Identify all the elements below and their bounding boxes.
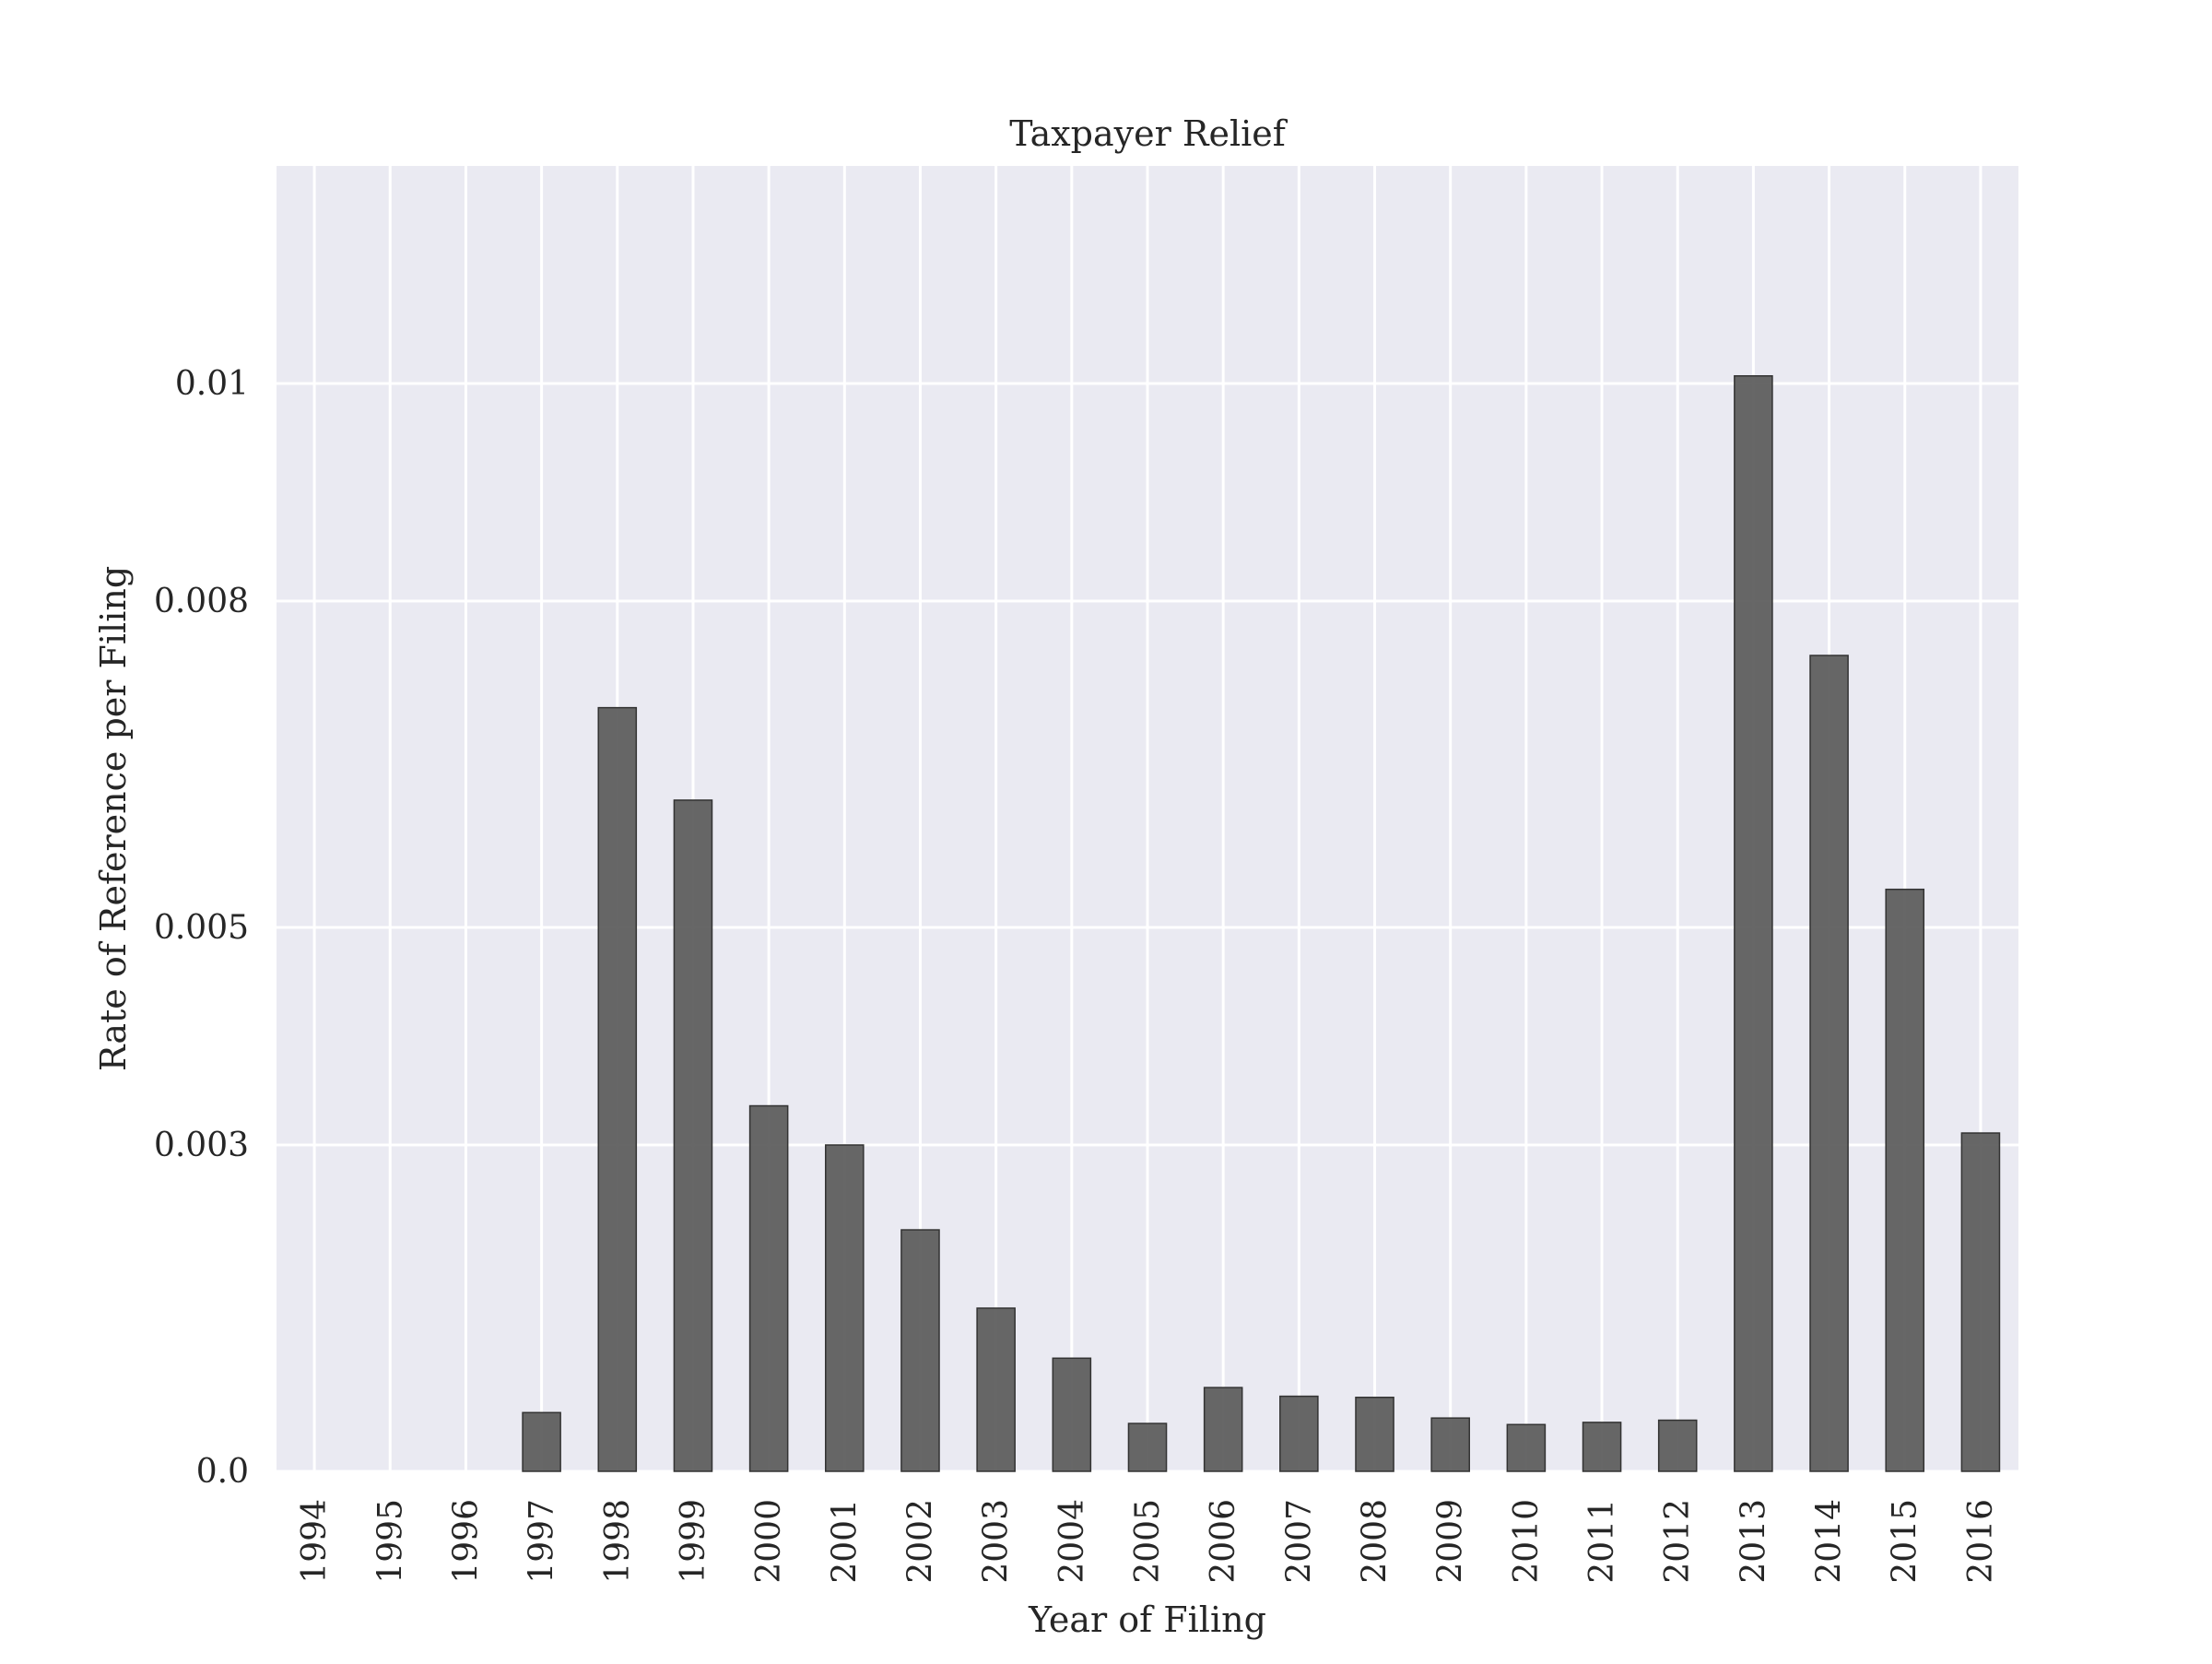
chart-title: Taxpayer Relief — [1009, 113, 1288, 154]
x-tick-label: 2007 — [1280, 1499, 1318, 1584]
y-tick-label: 0.008 — [154, 583, 249, 620]
y-tick-label: 0.005 — [154, 909, 249, 947]
x-tick-label: 2015 — [1887, 1499, 1924, 1584]
x-tick-label: 2000 — [750, 1499, 788, 1584]
bar-2003 — [976, 1307, 1016, 1472]
x-tick-label: 2012 — [1659, 1499, 1697, 1584]
x-tick-label: 2009 — [1432, 1499, 1470, 1584]
bar-2007 — [1279, 1395, 1319, 1472]
x-tick-label: 1997 — [524, 1499, 561, 1584]
x-tick-label: 2004 — [1053, 1499, 1091, 1584]
x-tick-label: 2011 — [1583, 1499, 1621, 1584]
bar-2012 — [1657, 1419, 1698, 1472]
bar-2006 — [1203, 1387, 1243, 1472]
x-tick-label: 2016 — [1962, 1499, 2000, 1584]
bar-2014 — [1809, 655, 1849, 1472]
bar-2009 — [1430, 1417, 1470, 1472]
bar-1999 — [673, 799, 713, 1472]
bar-2000 — [748, 1104, 789, 1472]
x-tick-label: 1998 — [599, 1499, 637, 1584]
y-tick-label: 0.003 — [154, 1127, 249, 1164]
x-tick-label: 2014 — [1811, 1499, 1849, 1584]
x-tick-label: 2001 — [826, 1499, 864, 1584]
bar-1997 — [522, 1411, 561, 1472]
x-tick-label: 2005 — [1129, 1499, 1167, 1584]
y-axis-label: Rate of Reference per Filing — [93, 566, 134, 1071]
bars — [522, 374, 2001, 1472]
x-axis-label: Year of Filing — [1028, 1599, 1266, 1640]
bar-2005 — [1127, 1422, 1168, 1472]
bar-2001 — [825, 1144, 865, 1472]
bar-2013 — [1734, 374, 1773, 1472]
x-tick-label: 2002 — [901, 1499, 939, 1584]
bar-2004 — [1052, 1357, 1092, 1472]
y-tick-label: 0.01 — [175, 365, 249, 403]
y-tick-label: 0.0 — [196, 1453, 249, 1491]
bar-2008 — [1355, 1397, 1394, 1472]
bar-2010 — [1506, 1423, 1547, 1472]
y-axis-ticks: 0.0 0.003 0.005 0.008 0.01 — [154, 365, 249, 1491]
x-tick-label: 2008 — [1357, 1499, 1394, 1584]
x-tick-label: 2003 — [978, 1499, 1016, 1584]
bar-2002 — [900, 1229, 940, 1472]
x-tick-label: 1996 — [447, 1499, 485, 1584]
x-axis-ticks: 1994 1995 1996 1997 1998 1999 2000 2001 2002 2003… — [296, 1499, 2000, 1584]
bar-2011 — [1582, 1422, 1622, 1472]
bar-2016 — [1960, 1132, 2001, 1472]
bar-2015 — [1885, 888, 1925, 1472]
x-tick-label: 2013 — [1735, 1499, 1772, 1584]
x-tick-label: 2010 — [1508, 1499, 1546, 1584]
x-tick-label: 1999 — [675, 1499, 712, 1584]
x-tick-label: 1995 — [371, 1499, 409, 1584]
x-tick-label: 1994 — [296, 1499, 334, 1584]
bar-1998 — [597, 706, 638, 1472]
x-tick-label: 2006 — [1205, 1499, 1242, 1584]
